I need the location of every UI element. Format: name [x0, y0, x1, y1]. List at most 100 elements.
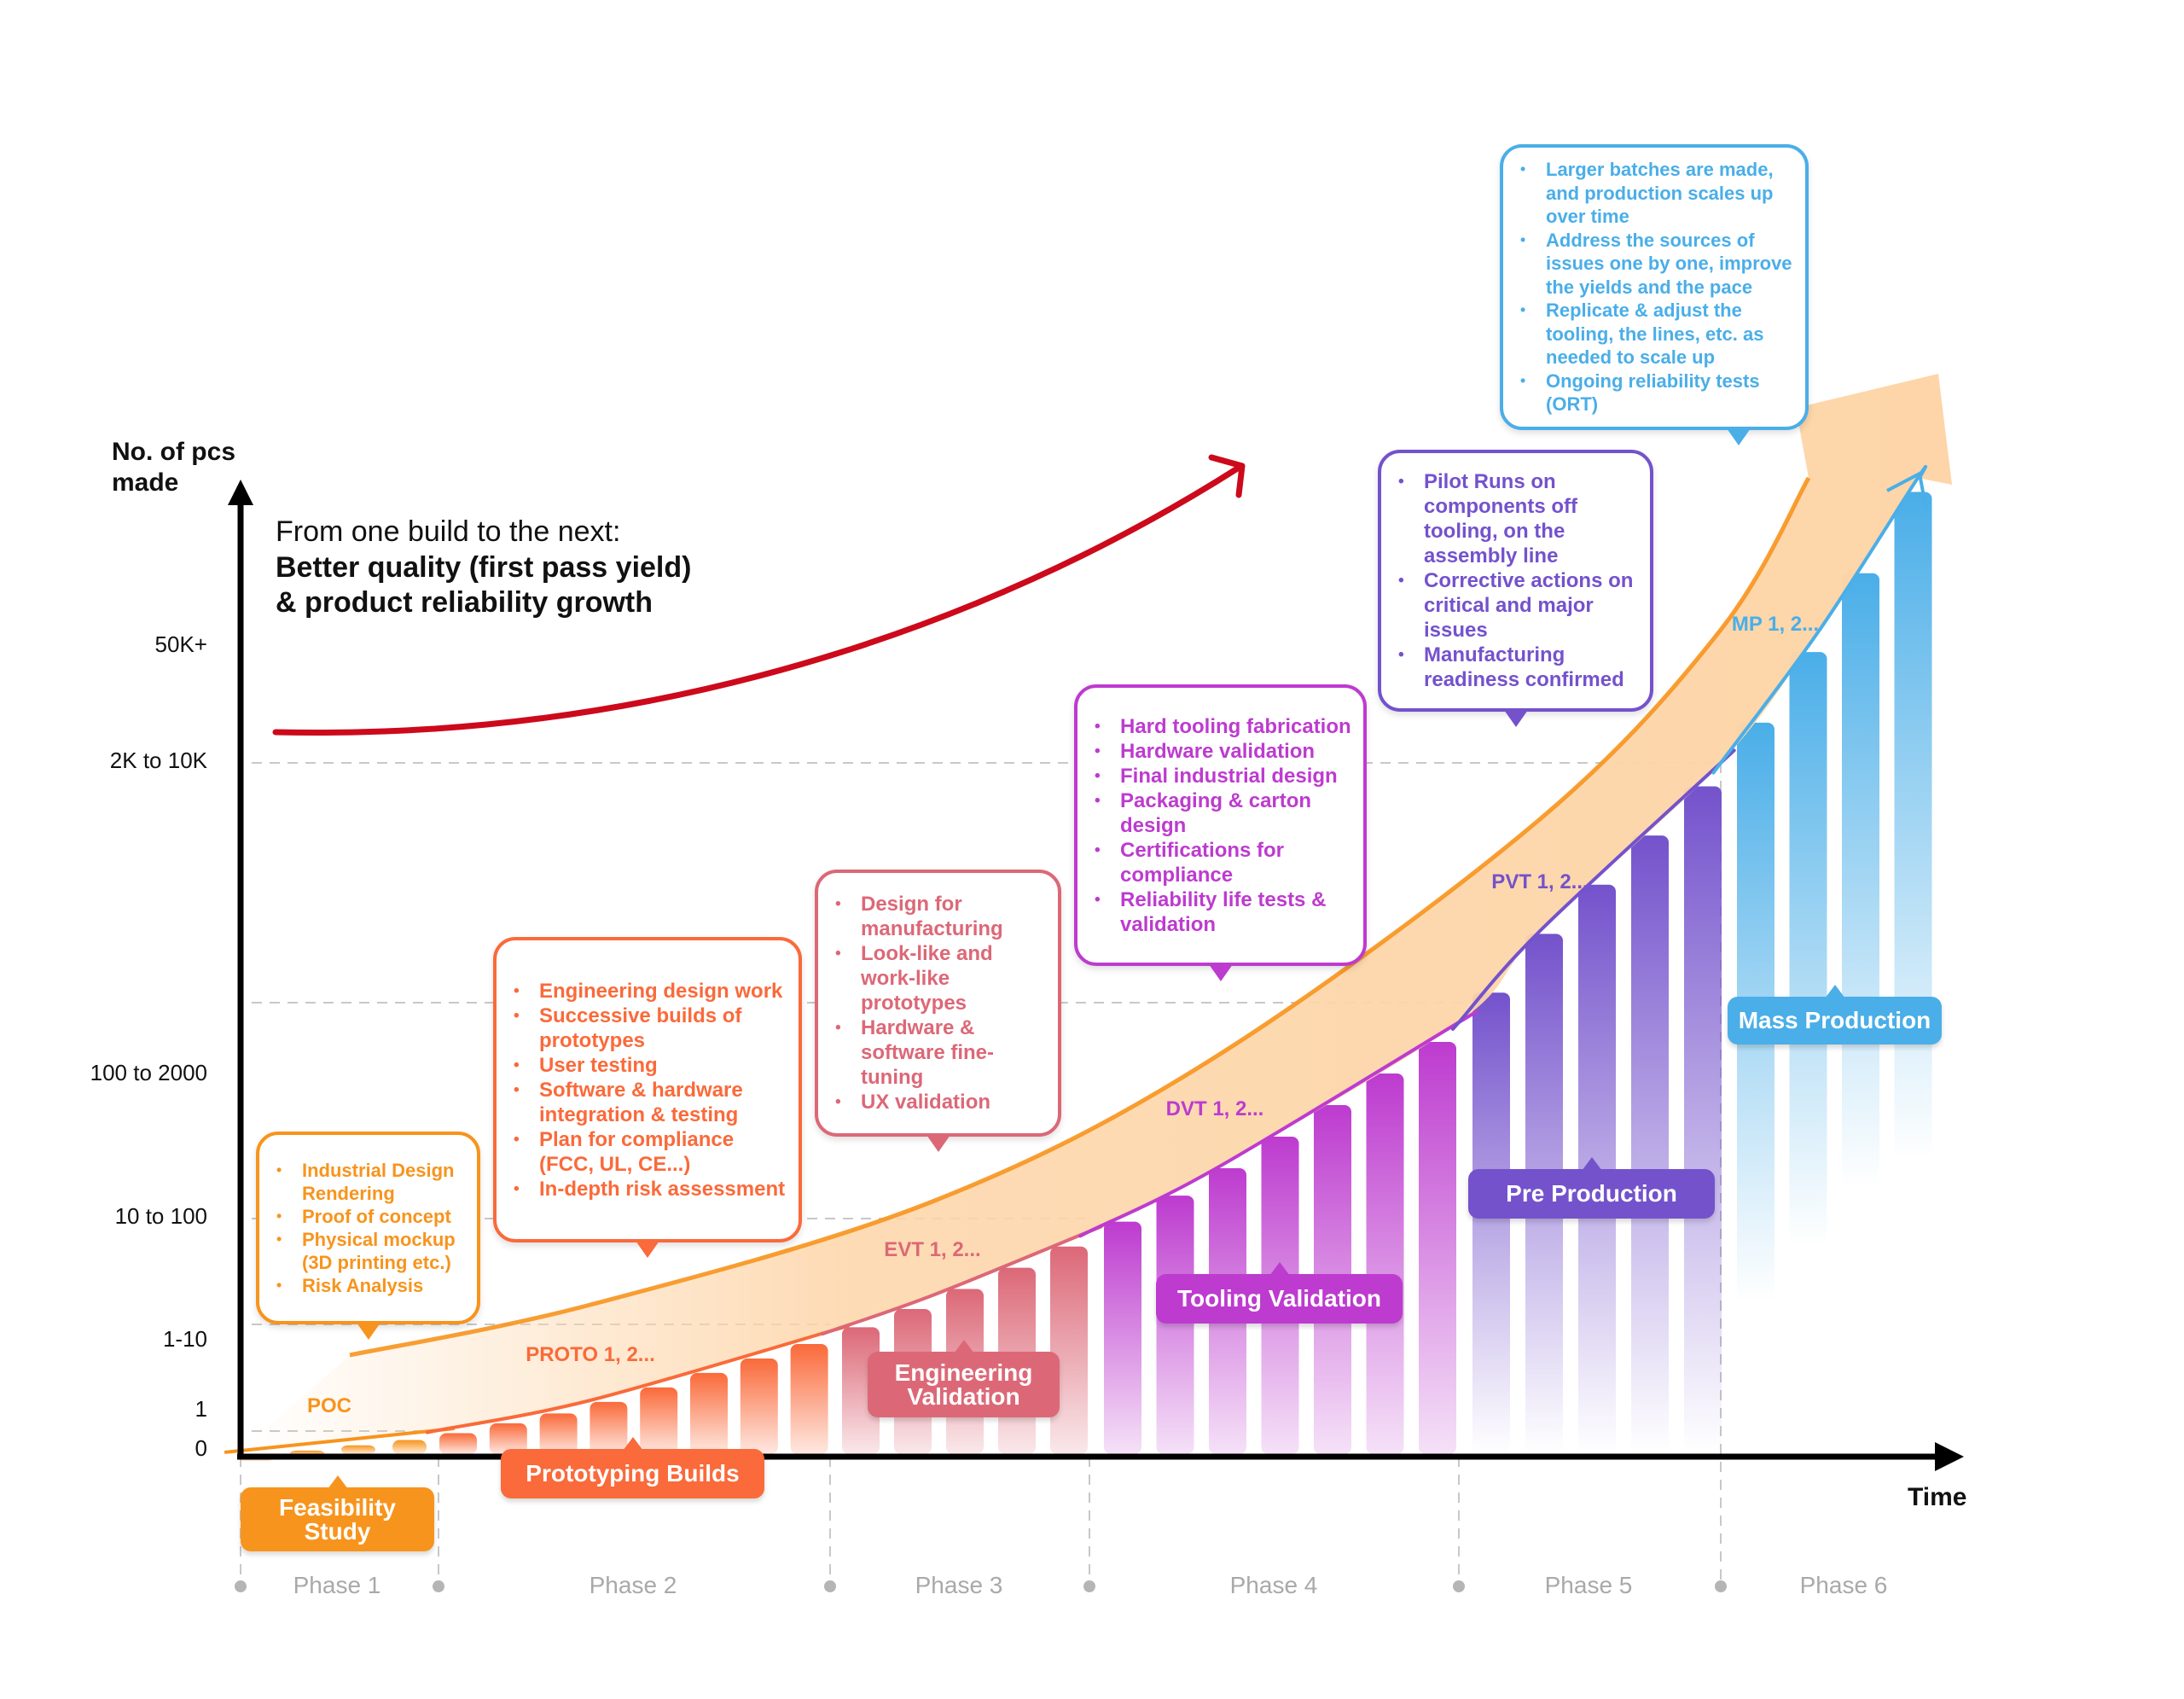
callout-item: Hardware & software fine-tuning: [835, 1015, 1046, 1090]
callout-box: Engineering design workSuccessive builds…: [493, 937, 802, 1258]
phase-label: Phase 3: [915, 1572, 1003, 1598]
phase-label: Phase 6: [1799, 1572, 1888, 1598]
build-label: DVT 1, 2...: [1165, 1097, 1264, 1120]
callout-item: Engineering design work: [514, 979, 787, 1004]
phase-divider-dot: [1453, 1580, 1465, 1592]
bar-phase-5: [1472, 992, 1510, 1454]
y-tick-label: 1-10: [162, 1326, 207, 1352]
phase-curve-segment: [1711, 464, 1928, 775]
callout-item: Hardware validation: [1095, 739, 1351, 764]
y-tick-label: 0: [195, 1435, 207, 1461]
callout-item: Replicate & adjust the tooling, the line…: [1520, 299, 1793, 369]
bar-phase-2: [489, 1423, 527, 1454]
callout-item: Design for manufacturing: [835, 892, 1046, 941]
bar-phase-4: [1419, 1042, 1456, 1454]
callout-item: Successive builds of prototypes: [514, 1004, 787, 1053]
callout-list: Hard tooling fabricationHardware validat…: [1077, 714, 1363, 937]
callout-box: Pilot Runs on components off tooling, on…: [1378, 450, 1653, 727]
callout-item: Physical mockup (3D printing etc.): [276, 1228, 465, 1274]
build-label: MP 1, 2...: [1731, 613, 1820, 636]
callout-box: Industrial Design RenderingProof of conc…: [256, 1132, 480, 1340]
stage-badge: Feasibility Study: [241, 1475, 434, 1551]
callout-item: Reliability life tests & validation: [1095, 887, 1351, 937]
bar-phase-2: [790, 1344, 828, 1454]
bar-phase-2: [690, 1372, 728, 1454]
callout-item: Look-like and work-like prototypes: [835, 941, 1046, 1015]
bar-phase-4: [1104, 1221, 1141, 1454]
callout-item: User testing: [514, 1053, 787, 1078]
callout-item: Packaging & carton design: [1095, 788, 1351, 838]
callout-list: Pilot Runs on components off tooling, on…: [1381, 469, 1650, 692]
callout-list: Larger batches are made, and production …: [1503, 158, 1805, 416]
y-tick-label: 50K+: [154, 631, 207, 657]
bars: [239, 492, 1932, 1462]
y-tick-label: 10 to 100: [114, 1203, 207, 1229]
y-axis-label: No. of pcs made: [112, 438, 236, 497]
stage-badge: Tooling Validation: [1156, 1262, 1403, 1324]
phase-label: Phase 1: [293, 1572, 381, 1598]
callout-box: Hard tooling fabricationHardware validat…: [1074, 684, 1367, 981]
phase-divider-dot: [1715, 1580, 1727, 1592]
bar-phase-4: [1156, 1196, 1194, 1454]
mp-arrowhead: [1886, 470, 1928, 511]
callout-item: Proof of concept: [276, 1205, 465, 1228]
y-tick-label: 100 to 2000: [90, 1060, 207, 1085]
stage-badge: Prototyping Builds: [501, 1437, 764, 1498]
callout-item: Plan for compliance (FCC, UL, CE...): [514, 1127, 787, 1177]
growth-band: [224, 374, 1952, 1454]
y-tick-label: 1: [195, 1396, 207, 1422]
build-label: PVT 1, 2...: [1491, 870, 1589, 893]
callout-list: Design for manufacturingLook-like and wo…: [818, 892, 1058, 1114]
callout-item: Address the sources of issues one by one…: [1520, 229, 1793, 300]
y-tick-label: 2K to 10K: [109, 748, 207, 773]
build-label: PROTO 1, 2...: [526, 1343, 655, 1366]
callout-item: Risk Analysis: [276, 1274, 465, 1297]
bar-phase-6: [1842, 573, 1879, 1186]
quality-arrowhead: [1208, 454, 1246, 498]
bar-phase-2: [640, 1387, 678, 1454]
bar-phase-3: [1050, 1246, 1088, 1454]
phase-divider-dot: [824, 1580, 836, 1592]
bar-phase-2: [590, 1401, 628, 1454]
headline-intro: From one build to the next:: [276, 515, 621, 548]
quality-arrow: [272, 454, 1246, 736]
phase-divider-dot: [1083, 1580, 1095, 1592]
callout-item: Ongoing reliability tests (ORT): [1520, 369, 1793, 416]
callout-item: Larger batches are made, and production …: [1520, 158, 1793, 229]
callout-item: Industrial Design Rendering: [276, 1159, 465, 1205]
callout-item: Software & hardware integration & testin…: [514, 1078, 787, 1127]
quality-growth-curve: [272, 464, 1242, 736]
bar-phase-6: [1789, 652, 1827, 1246]
bar-phase-2: [740, 1358, 778, 1454]
x-axis-arrowhead: [1935, 1442, 1964, 1471]
phase-label: Phase 2: [589, 1572, 677, 1598]
bar-phase-5: [1631, 835, 1669, 1454]
build-label: POC: [306, 1394, 352, 1417]
phase-label: Phase 4: [1229, 1572, 1318, 1598]
phase-label: Phase 5: [1544, 1572, 1633, 1598]
bar-phase-2: [439, 1433, 477, 1454]
callout-item: Pilot Runs on components off tooling, on…: [1398, 469, 1638, 568]
bar-phase-1: [341, 1445, 375, 1454]
growth-band-edge: [349, 476, 1811, 1358]
phase-curve-segment: [1451, 748, 1736, 1031]
callout-box: Larger batches are made, and production …: [1500, 144, 1809, 445]
callout-list: Engineering design workSuccessive builds…: [497, 979, 799, 1202]
bar-phase-4: [1366, 1074, 1404, 1454]
bar-phase-1: [392, 1440, 427, 1454]
callout-item: In-depth risk assessment: [514, 1177, 787, 1202]
callout-item: Certifications for compliance: [1095, 838, 1351, 887]
callout-item: UX validation: [835, 1090, 1046, 1114]
build-label: EVT 1, 2...: [884, 1238, 981, 1261]
stage-badge: Mass Production: [1728, 985, 1942, 1044]
phase-divider-dot: [433, 1580, 444, 1592]
callout-item: Final industrial design: [1095, 764, 1351, 788]
bar-phase-2: [539, 1413, 578, 1454]
callout-item: Hard tooling fabrication: [1095, 714, 1351, 739]
callout-list: Industrial Design RenderingProof of conc…: [259, 1159, 477, 1297]
headline-emphasis: Better quality (first pass yield) & produ…: [276, 551, 692, 619]
x-axis-label: Time: [1908, 1483, 1967, 1511]
callout-box: Design for manufacturingLook-like and wo…: [815, 870, 1061, 1152]
phase-curve-segment: [1078, 1010, 1479, 1238]
